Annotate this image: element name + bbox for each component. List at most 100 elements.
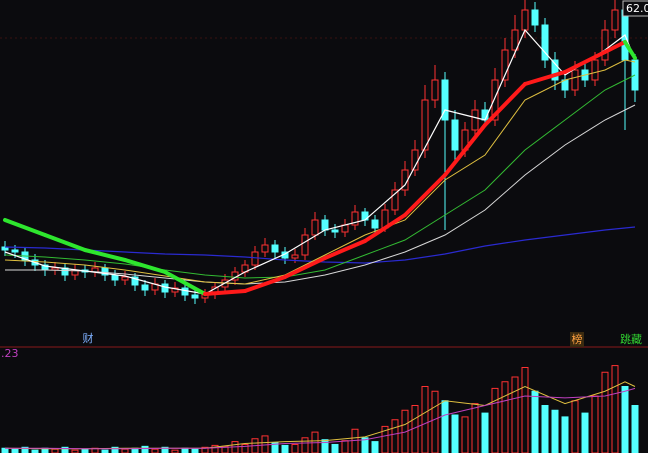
volume-bar <box>511 376 519 453</box>
candle-body <box>501 49 509 81</box>
candle-body <box>611 9 619 31</box>
volume-bar <box>141 445 149 453</box>
volume-bar <box>81 448 89 453</box>
volume-bar <box>631 405 639 453</box>
ma-line <box>5 104 636 285</box>
candle-body <box>351 211 359 226</box>
thick-ma-segment <box>443 123 487 177</box>
volume-bar <box>421 386 429 453</box>
volume-bar <box>591 395 599 453</box>
candle-body <box>601 29 609 61</box>
candle-body <box>291 254 299 259</box>
volume-bar <box>431 390 439 453</box>
annotation: 财 <box>83 331 94 345</box>
volume-bar <box>611 365 619 453</box>
thick-ma-segment <box>323 239 367 260</box>
volume-bar <box>571 400 579 453</box>
thick-ma-segment <box>83 248 127 262</box>
candle-body <box>311 219 319 236</box>
volume-bar <box>51 448 59 453</box>
candle-body <box>421 99 429 151</box>
annotation: 榜 <box>572 332 583 346</box>
volume-bar <box>491 387 499 453</box>
volume-bar <box>561 416 569 453</box>
candle-body <box>261 244 269 253</box>
volume-bar <box>241 443 249 453</box>
volume-bar <box>621 386 629 453</box>
volume-bar <box>1 447 9 453</box>
volume-bar <box>341 440 349 453</box>
candle-body <box>451 119 459 151</box>
candle-body <box>551 59 559 81</box>
thick-ma-segment <box>483 82 527 127</box>
volume-bar <box>481 412 489 453</box>
high-marker: 62.0 <box>626 2 648 15</box>
thick-ma-segment <box>243 275 287 293</box>
thick-ma-segment <box>283 256 327 279</box>
candle-body <box>321 219 329 231</box>
volume-ma-line <box>5 387 636 450</box>
ma-line <box>4 74 636 279</box>
thick-ma-segment <box>43 233 87 252</box>
candle-body <box>371 219 379 229</box>
candle-body <box>111 274 119 281</box>
volume-bar <box>191 448 199 453</box>
candle-body <box>121 276 129 281</box>
ma-line <box>4 59 636 285</box>
thick-ma-segment <box>163 270 207 296</box>
candle-body <box>161 283 169 293</box>
candle-body <box>541 24 549 61</box>
volume-bar <box>451 414 459 453</box>
volume-bar <box>521 367 529 453</box>
volume-bar <box>441 400 449 453</box>
candle-body <box>191 294 199 299</box>
candle-body <box>391 189 399 211</box>
thick-ma-segment <box>203 289 247 296</box>
candle-body <box>491 79 499 121</box>
volume-bar <box>121 448 129 453</box>
candle-body <box>591 59 599 81</box>
high-marker-box <box>622 0 648 17</box>
volume-bar <box>291 443 299 453</box>
candle-body <box>141 284 149 291</box>
volume-bar <box>581 412 589 453</box>
candle-body <box>431 79 439 101</box>
volume-bar <box>551 409 559 453</box>
annotation-box <box>570 332 584 347</box>
thick-ma-segment <box>563 50 607 74</box>
candle-body <box>441 79 449 121</box>
candle-body <box>521 9 529 31</box>
candle-body <box>531 9 539 26</box>
volume-bar <box>301 437 309 453</box>
candle-body <box>181 287 189 296</box>
candle-body <box>171 287 179 293</box>
thick-ma-segment <box>523 70 567 86</box>
thick-ma-segment <box>363 213 407 243</box>
volume-bar <box>331 443 339 453</box>
volume-bar <box>461 416 469 453</box>
volume-bar <box>351 428 359 453</box>
volume-bar <box>501 381 509 453</box>
candle-body <box>271 244 279 253</box>
volume-bar <box>531 390 539 453</box>
candle-body <box>301 234 309 256</box>
thick-ma-segment <box>603 40 627 54</box>
volume-bar <box>151 448 159 453</box>
thick-ma-segment <box>623 40 637 60</box>
thick-ma-segment <box>3 218 47 237</box>
annotation: 跳藏 <box>620 332 642 346</box>
volume-bar <box>391 419 399 453</box>
thick-ma-segment <box>403 173 447 217</box>
volume-bar <box>281 444 289 453</box>
volume-bar <box>601 371 609 453</box>
volume-bar <box>471 403 479 453</box>
candle-body <box>571 69 579 91</box>
volume-bar <box>541 405 549 453</box>
volume-bar <box>11 448 19 453</box>
volume-bar <box>371 441 379 453</box>
volume-bar <box>181 447 189 453</box>
candle-body <box>131 276 139 286</box>
